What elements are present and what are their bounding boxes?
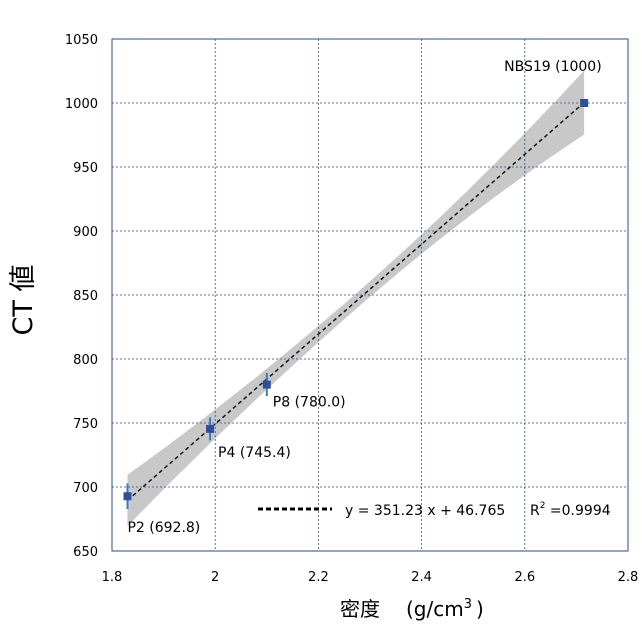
x-axis-title-close: ) — [476, 597, 484, 621]
data-point-0 — [123, 492, 132, 501]
legend-r2: R2 =0.9994 — [530, 501, 611, 519]
x-axis-title-sup: 3 — [464, 597, 472, 612]
legend: y = 351.23 x + 46.765 R2 =0.9994 — [258, 501, 611, 519]
x-tick-label-4: 2.6 — [514, 570, 535, 585]
confidence-band — [127, 70, 585, 527]
data-point-2 — [262, 380, 271, 389]
y-tick-label-6: 950 — [73, 161, 98, 176]
grid-layer — [112, 39, 628, 551]
x-tick-label-0: 1.8 — [102, 570, 123, 585]
legend-equation: y = 351.23 x + 46.765 — [345, 503, 505, 519]
data-point-1 — [206, 424, 215, 433]
y-tick-label-5: 900 — [73, 225, 98, 240]
legend-r2-sup: 2 — [540, 501, 546, 511]
y-tick-label-1: 700 — [73, 481, 98, 496]
point-label-1: P4 (745.4) — [218, 445, 291, 461]
y-tick-label-2: 750 — [73, 417, 98, 432]
x-axis-title: 密度 (g/cm3) — [340, 597, 484, 621]
legend-r2-value: =0.9994 — [545, 503, 610, 519]
y-tick-label-8: 1050 — [65, 33, 98, 48]
tick-labels-layer: 1.8 2 2.2 2.4 2.6 2.8 650 700 750 800 850 900 950 100… — [65, 33, 638, 585]
y-tick-label-7: 1000 — [65, 97, 98, 112]
fit-line-layer — [126, 101, 585, 501]
point-label-3: NBS19 (1000) — [504, 59, 602, 75]
legend-r2-label: R — [530, 503, 540, 519]
y-tick-label-3: 800 — [73, 353, 98, 368]
y-axis-title: CT 値 — [8, 265, 39, 336]
point-label-2: P8 (780.0) — [273, 395, 346, 411]
data-point-3 — [580, 99, 589, 107]
x-axis-title-main: 密度 — [340, 597, 380, 621]
point-label-0: P2 (692.8) — [127, 520, 200, 536]
y-tick-label-4: 850 — [73, 289, 98, 304]
plot-area-frame — [111, 38, 629, 552]
x-tick-label-1: 2 — [211, 570, 219, 585]
data-points-layer: P2 (692.8) P4 (745.4) P8 (780.0) NBS19 (100… — [123, 59, 602, 536]
confidence-band-layer — [127, 70, 585, 527]
x-tick-label-3: 2.4 — [411, 570, 432, 585]
x-axis-title-unit: (g/cm — [406, 597, 464, 621]
y-tick-label-0: 650 — [73, 545, 98, 560]
x-tick-label-5: 2.8 — [618, 570, 639, 585]
x-tick-label-2: 2.2 — [308, 570, 329, 585]
fit-line — [126, 101, 585, 501]
